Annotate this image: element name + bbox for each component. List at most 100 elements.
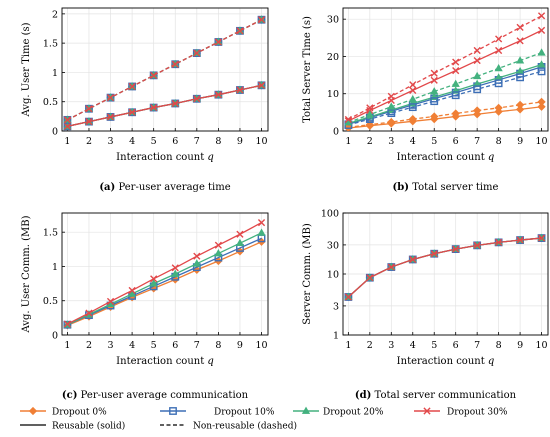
data-point-marker — [236, 230, 244, 238]
series-group — [344, 12, 546, 131]
data-point-marker — [387, 92, 395, 100]
y-tick-label: 0.5 — [43, 296, 58, 307]
data-point-marker — [171, 99, 179, 108]
x-tick-label: 1 — [64, 136, 70, 147]
data-point-marker — [537, 234, 546, 242]
y-tick-label: 10 — [327, 270, 339, 281]
data-point-marker — [344, 123, 353, 131]
x-tick-label: 7 — [474, 136, 480, 147]
data-point-marker — [366, 104, 374, 112]
legend: Dropout 0% Dropout 10% Dropout 20% Dropout … — [20, 406, 508, 432]
series-line — [348, 64, 542, 125]
y-tick-label: 1 — [333, 331, 339, 342]
y-tick-label: 0 — [333, 127, 339, 138]
chart-panel-c: 0 0.5 1 1.5 1 2 3 4 5 6 7 8 9 10 Interaction count q Av… — [21, 212, 269, 401]
legend-style-label: Non-reusable (dashed) — [193, 421, 297, 432]
y-tick-label: 100 — [321, 209, 339, 220]
y-tick-label: 10 — [327, 89, 339, 100]
legend-marker — [423, 407, 431, 415]
data-point-marker — [127, 289, 137, 297]
x-tick-label: 2 — [367, 136, 373, 147]
x-tick-label: 3 — [388, 136, 394, 147]
data-point-marker — [495, 46, 503, 55]
data-point-marker — [537, 60, 546, 68]
legend-style-label: Reusable (solid) — [52, 421, 125, 432]
data-point-marker — [430, 250, 438, 258]
x-tick-label: 7 — [194, 340, 200, 351]
series-line — [67, 84, 262, 127]
data-point-marker — [150, 71, 158, 79]
data-point-marker — [452, 245, 460, 253]
data-point-marker — [473, 106, 482, 115]
data-point-marker — [515, 105, 525, 114]
data-point-marker — [128, 108, 136, 116]
data-point-marker — [430, 97, 439, 106]
data-point-marker — [473, 71, 482, 80]
panel-caption-label: (a) — [99, 182, 115, 193]
series-line — [348, 29, 542, 122]
panel-caption: (b) Total server time — [393, 182, 499, 193]
data-point-marker — [516, 37, 524, 45]
data-point-marker — [171, 60, 179, 68]
data-point-marker — [192, 259, 201, 267]
legend-label: Dropout 10% — [214, 408, 275, 418]
data-point-marker — [430, 69, 438, 77]
data-point-marker — [365, 110, 374, 118]
data-point-marker — [430, 112, 439, 121]
data-point-marker — [451, 91, 460, 100]
data-point-marker — [193, 49, 201, 57]
data-point-marker — [63, 122, 71, 130]
x-tick-label: 7 — [474, 340, 480, 351]
data-point-marker — [63, 320, 71, 328]
data-point-marker — [387, 117, 396, 127]
data-point-marker — [430, 76, 438, 84]
x-tick-label: 8 — [496, 136, 502, 147]
panel-caption: (a) Per-user average time — [99, 182, 230, 193]
data-point-marker — [515, 56, 525, 64]
x-tick-label: 1 — [345, 136, 351, 147]
data-point-marker — [451, 79, 460, 87]
x-tick-label: 2 — [86, 340, 92, 351]
x-tick-label: 3 — [108, 340, 114, 351]
legend-marker — [28, 406, 38, 416]
data-point-marker — [171, 264, 179, 272]
data-point-marker — [516, 236, 524, 244]
x-tick-label: 9 — [237, 340, 243, 351]
panel-caption-label: (b) — [393, 182, 409, 193]
x-tick-label: 9 — [237, 136, 243, 147]
x-tick-label: 10 — [536, 136, 548, 147]
y-tick-label: 2 — [52, 9, 58, 20]
panel-caption-label: (d) — [355, 390, 371, 401]
data-point-marker — [106, 94, 115, 102]
data-point-marker — [409, 81, 417, 89]
data-point-marker — [473, 46, 481, 55]
data-point-marker — [408, 94, 417, 103]
data-point-marker — [537, 12, 546, 20]
x-tick-label: 4 — [410, 136, 416, 147]
x-tick-label: 6 — [453, 136, 459, 147]
data-point-marker — [537, 67, 546, 76]
data-point-marker — [451, 109, 460, 118]
data-point-marker — [257, 16, 266, 24]
y-tick-label: 20 — [327, 52, 339, 63]
x-tick-label: 5 — [431, 136, 437, 147]
data-point-marker — [473, 85, 482, 94]
data-point-marker — [387, 109, 396, 118]
data-point-marker — [257, 228, 266, 236]
y-tick-label: 1 — [52, 68, 58, 79]
data-point-marker — [494, 63, 503, 72]
data-point-marker — [106, 113, 115, 121]
panel-caption: (c) Per-user average communication — [62, 390, 249, 401]
series-line — [67, 222, 262, 325]
data-point-marker — [515, 100, 525, 110]
data-point-marker — [408, 103, 417, 112]
panel-caption-label: (c) — [62, 390, 78, 401]
y-tick-label: 30 — [327, 240, 339, 251]
data-point-marker — [344, 115, 352, 124]
panel-caption-text: Per-user average communication — [77, 390, 248, 401]
data-point-marker — [537, 102, 546, 111]
y-axis-label: Avg. User Comm. (MB) — [21, 215, 32, 333]
x-axis-label-text: Interaction count — [397, 152, 488, 163]
legend-label: Dropout 20% — [323, 408, 384, 418]
series-line — [347, 237, 542, 298]
